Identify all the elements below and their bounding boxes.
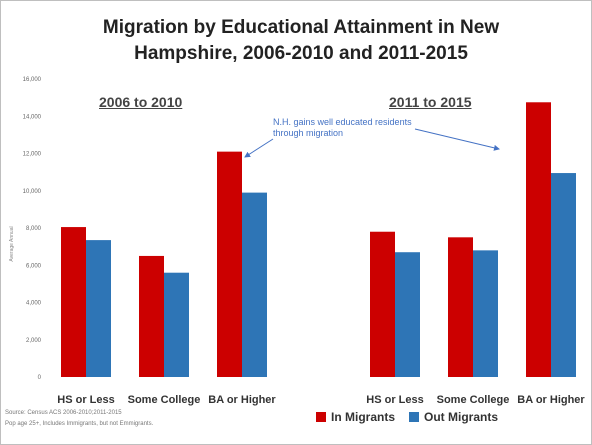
y-tick-label: 2,000 — [26, 338, 42, 344]
annotation-text: N.H. gains well educated residents throu… — [273, 117, 412, 138]
population-note: Pop age 25+, Includes Immigrants, but no… — [5, 421, 154, 427]
bar-out — [242, 192, 267, 377]
x-category-label: BA or Higher — [517, 394, 585, 406]
annotation-arrow-left — [244, 138, 274, 158]
y-tick-label: 0 — [38, 375, 42, 381]
bar-in — [61, 227, 86, 377]
y-axis-label: Average Annual — [9, 226, 15, 261]
bar-in — [370, 231, 395, 377]
chart-title: Migration by Educational Attainment in N… — [102, 17, 500, 64]
legend-swatch-out — [409, 412, 420, 422]
bar-in — [139, 255, 164, 377]
bar-in — [526, 102, 551, 377]
x-category-label: HS or Less — [366, 394, 423, 406]
bar-out — [86, 240, 111, 377]
legend-item-in-migrants: In Migrants — [316, 410, 395, 424]
annotation-arrow-right — [414, 128, 500, 151]
bar-out — [395, 252, 420, 377]
legend-swatch-in — [316, 412, 326, 422]
legend: In Migrants Out Migrants — [316, 410, 512, 424]
legend-label-out: Out Migrants — [424, 410, 499, 424]
y-tick-label: 16,000 — [23, 77, 42, 83]
y-tick-label: 10,000 — [23, 189, 42, 195]
y-tick-label: 12,000 — [23, 152, 42, 158]
bar-in — [217, 151, 242, 377]
x-category-label: Some College — [437, 394, 510, 406]
y-tick-label: 14,000 — [23, 114, 42, 120]
legend-label-in: In Migrants — [331, 410, 396, 424]
source-note: Source: Census ACS 2006-2010;2011-2015 — [5, 410, 122, 416]
x-category-label: HS or Less — [57, 394, 114, 406]
y-tick-label: 8,000 — [26, 226, 42, 232]
bar-in — [448, 237, 473, 377]
legend-item-out-migrants: Out Migrants — [409, 410, 498, 424]
y-tick-label: 4,000 — [26, 301, 42, 307]
bar-out — [473, 250, 498, 377]
y-tick-label: 6,000 — [26, 263, 42, 269]
bar-out — [551, 173, 576, 377]
period-label-2011-2015: 2011 to 2015 — [389, 94, 472, 110]
bar-out — [164, 272, 189, 377]
period-label-2006-2010: 2006 to 2010 — [99, 94, 183, 110]
x-category-label: Some College — [128, 394, 201, 406]
x-category-label: BA or Higher — [208, 394, 276, 406]
